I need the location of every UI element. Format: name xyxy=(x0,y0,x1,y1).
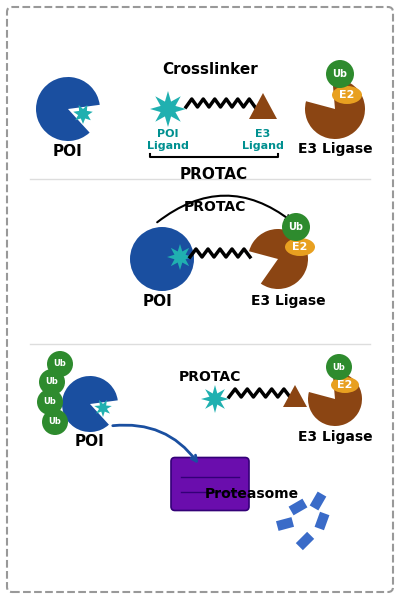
Circle shape xyxy=(39,369,65,395)
Circle shape xyxy=(47,351,73,377)
Ellipse shape xyxy=(332,86,362,104)
Circle shape xyxy=(37,389,63,415)
Polygon shape xyxy=(249,93,277,119)
Polygon shape xyxy=(314,512,330,530)
Polygon shape xyxy=(167,244,193,270)
Circle shape xyxy=(326,354,352,380)
Text: PROTAC: PROTAC xyxy=(179,370,241,384)
Text: PROTAC: PROTAC xyxy=(180,167,248,182)
FancyBboxPatch shape xyxy=(171,458,249,510)
Text: Crosslinker: Crosslinker xyxy=(162,62,258,77)
Polygon shape xyxy=(201,385,229,413)
Circle shape xyxy=(282,213,310,241)
Wedge shape xyxy=(308,372,362,426)
Polygon shape xyxy=(94,400,112,417)
Ellipse shape xyxy=(285,238,315,256)
Wedge shape xyxy=(249,229,308,289)
Polygon shape xyxy=(310,492,326,510)
Wedge shape xyxy=(62,376,118,432)
Text: POI
Ligand: POI Ligand xyxy=(147,129,189,150)
Polygon shape xyxy=(73,105,93,124)
Text: Ub: Ub xyxy=(333,362,345,371)
Text: Ub: Ub xyxy=(332,69,348,79)
Polygon shape xyxy=(288,499,308,515)
Text: E3 Ligase: E3 Ligase xyxy=(251,294,325,308)
Polygon shape xyxy=(283,385,307,407)
Text: Ub: Ub xyxy=(46,377,58,386)
Circle shape xyxy=(42,409,68,435)
Polygon shape xyxy=(296,532,314,550)
Text: Proteasome: Proteasome xyxy=(205,487,299,501)
Text: Ub: Ub xyxy=(49,418,61,426)
Wedge shape xyxy=(305,79,365,139)
Text: E2: E2 xyxy=(337,380,353,390)
Circle shape xyxy=(130,227,194,291)
Circle shape xyxy=(326,60,354,88)
Polygon shape xyxy=(276,517,294,531)
Text: POI: POI xyxy=(75,434,105,449)
Text: Ub: Ub xyxy=(44,398,56,407)
Text: E3 Ligase: E3 Ligase xyxy=(298,430,372,444)
FancyBboxPatch shape xyxy=(7,7,393,592)
Wedge shape xyxy=(36,77,100,141)
Text: POI: POI xyxy=(53,144,83,159)
Text: Ub: Ub xyxy=(288,222,304,232)
Polygon shape xyxy=(150,91,186,127)
Text: E2: E2 xyxy=(292,242,308,252)
Text: PROTAC: PROTAC xyxy=(184,200,246,214)
Ellipse shape xyxy=(331,377,359,393)
Text: POI: POI xyxy=(142,294,172,308)
Text: Ub: Ub xyxy=(54,359,66,368)
Text: E2: E2 xyxy=(339,90,355,100)
Text: E3 Ligase: E3 Ligase xyxy=(298,142,372,156)
Text: E3
Ligand: E3 Ligand xyxy=(242,129,284,150)
